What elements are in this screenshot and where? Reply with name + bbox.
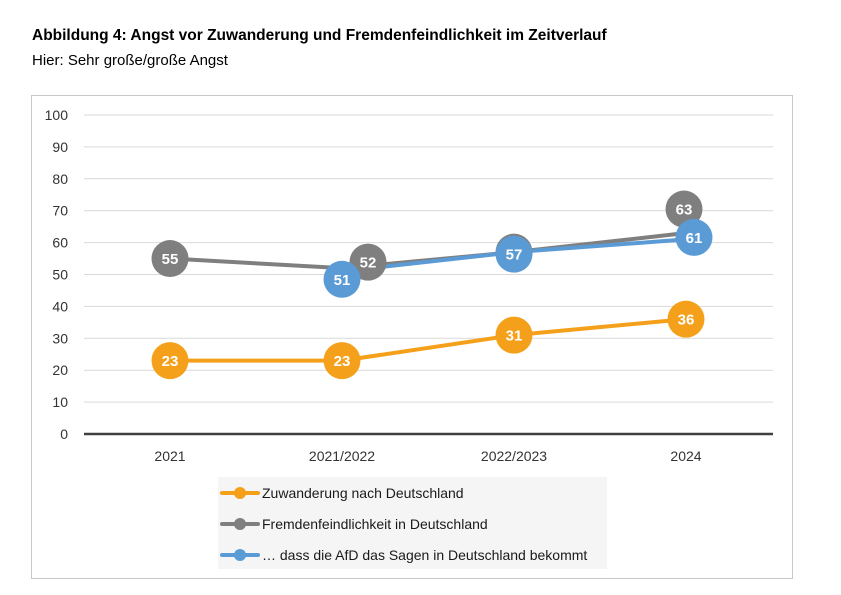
y-tick-label-70: 70 (52, 203, 68, 219)
y-tick-label-50: 50 (52, 267, 68, 283)
legend-label-afd: … dass die AfD das Sagen in Deutschland … (262, 547, 588, 563)
point-dass-die-afd-das-sagen-in-deutschland-bekommt-2024 (675, 218, 713, 256)
y-tick-label-40: 40 (52, 298, 68, 314)
legend-item-afd: … dass die AfD das Sagen in Deutschland … (218, 545, 587, 565)
legend-marker-zuwanderung (218, 483, 262, 503)
x-axis-ticks: 2021 2021/2022 2022/2023 2024 (154, 448, 701, 464)
y-tick-label-0: 0 (60, 426, 68, 442)
x-tick-label-2022-2023: 2022/2023 (481, 448, 547, 464)
x-tick-label-2024: 2024 (670, 448, 701, 464)
data-label-fremdenfeindlichkeit-in-deutschland-2021-2022: 52 (360, 255, 377, 272)
point-zuwanderung-nach-deutschland-2021 (151, 342, 189, 380)
chart-frame (31, 95, 793, 579)
series-lines (169, 231, 687, 363)
point-dass-die-afd-das-sagen-in-deutschland-bekommt-2022-2023 (495, 235, 533, 273)
data-label-dass-die-afd-das-sagen-in-deutschland-bekommt-2024: 61 (686, 230, 703, 247)
x-tick-label-2021-2022: 2021/2022 (309, 448, 375, 464)
point-dass-die-afd-das-sagen-in-deutschland-bekommt-2021-2022 (323, 260, 361, 298)
legend-label-zuwanderung: Zuwanderung nach Deutschland (262, 485, 464, 501)
legend-label-fremdenfeindlichkeit: Fremdenfeindlichkeit in Deutschland (262, 516, 488, 532)
x-tick-label-2021: 2021 (154, 448, 185, 464)
y-tick-label-90: 90 (52, 139, 68, 155)
data-label-zuwanderung-nach-deutschland-2021-2022: 23 (334, 353, 351, 370)
point-zuwanderung-nach-deutschland-2024 (667, 300, 705, 338)
y-tick-label-60: 60 (52, 235, 68, 251)
data-label-dass-die-afd-das-sagen-in-deutschland-bekommt-2021-2022: 51 (334, 272, 351, 289)
data-label-zuwanderung-nach-deutschland-2024: 36 (678, 312, 695, 329)
data-label-zuwanderung-nach-deutschland-2021: 23 (162, 353, 179, 370)
data-label-zuwanderung-nach-deutschland-2022-2023: 31 (506, 328, 523, 345)
point-fremdenfeindlichkeit-in-deutschland-2021-2022 (349, 243, 387, 281)
y-tick-label-100: 100 (45, 107, 69, 123)
legend-marker-afd (218, 545, 262, 565)
data-label-fremdenfeindlichkeit-in-deutschland-2021: 55 (162, 251, 179, 268)
y-axis-ticks: 0 10 20 30 40 50 60 70 80 90 100 (45, 107, 69, 442)
point-fremdenfeindlichkeit-in-deutschland-2021 (151, 240, 189, 278)
data-label-dass-die-afd-das-sagen-in-deutschland-bekommt-2022-2023: 57 (506, 247, 523, 264)
chart-subtitle: Hier: Sehr große/große Angst (32, 52, 228, 69)
point-fremdenfeindlichkeit-in-deutschland-2024 (665, 190, 703, 228)
chart-title: Abbildung 4: Angst vor Zuwanderung und F… (32, 27, 607, 44)
y-tick-label-80: 80 (52, 171, 68, 187)
point-zuwanderung-nach-deutschland-2022-2023 (495, 316, 533, 354)
y-tick-label-10: 10 (52, 394, 68, 410)
gridlines (84, 114, 773, 436)
legend: Zuwanderung nach Deutschland Fremdenfein… (218, 477, 607, 569)
y-tick-label-20: 20 (52, 362, 68, 378)
legend-item-fremdenfeindlichkeit: Fremdenfeindlichkeit in Deutschland (218, 514, 488, 534)
series-points: 5552576323233136515761 (151, 190, 713, 380)
legend-item-zuwanderung: Zuwanderung nach Deutschland (218, 483, 464, 503)
series-line-zuwanderung-nach-deutschland (170, 317, 687, 363)
data-label-fremdenfeindlichkeit-in-deutschland-2024: 63 (676, 202, 693, 219)
y-tick-label-30: 30 (52, 330, 68, 346)
point-zuwanderung-nach-deutschland-2021-2022 (323, 342, 361, 380)
legend-marker-fremdenfeindlichkeit (218, 514, 262, 534)
